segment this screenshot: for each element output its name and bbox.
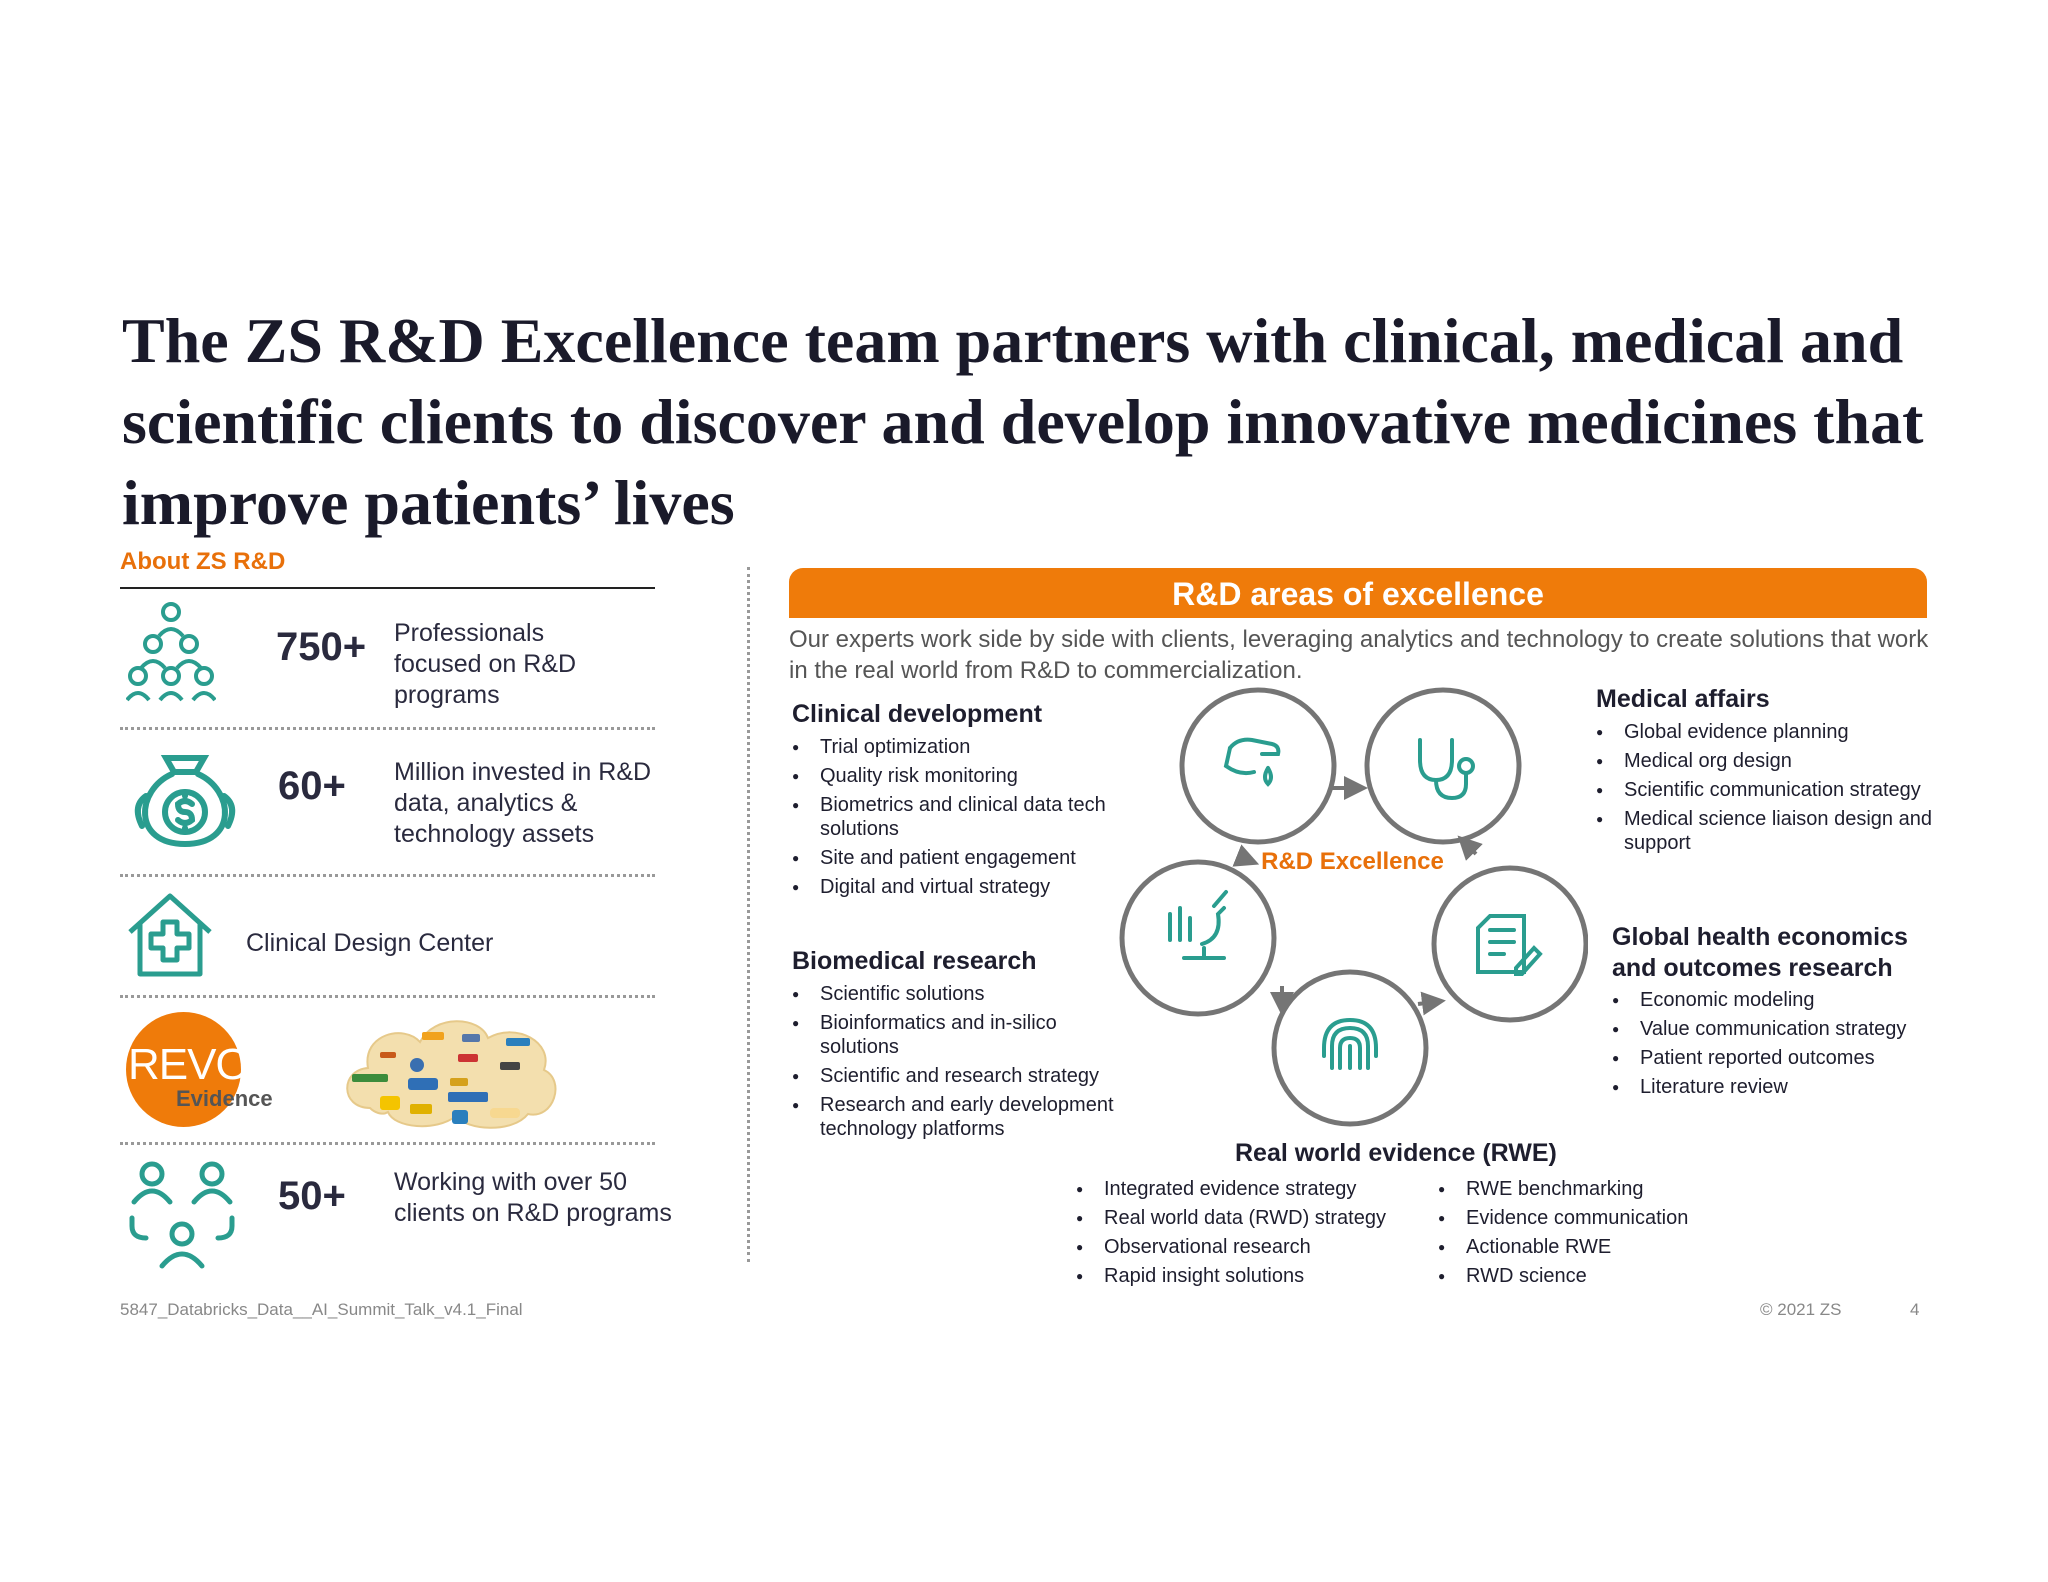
- stat-text-clients: Working with over 50 clients on R&D prog…: [394, 1168, 672, 1227]
- divider: [120, 874, 655, 877]
- page-title: The ZS R&D Excellence team partners with…: [122, 305, 1924, 538]
- list-item: Actionable RWE: [1438, 1235, 1738, 1259]
- list-item: Real world data (RWD) strategy: [1076, 1206, 1416, 1230]
- ring-rwe: [1271, 969, 1429, 1127]
- heor-list: Economic modeling Value communication st…: [1612, 988, 1932, 1104]
- stat-number-professionals: 750+: [276, 625, 367, 669]
- list-item: Scientific communication strategy: [1596, 778, 1936, 802]
- list-item: Medical org design: [1596, 749, 1936, 773]
- ring-clinical-heor: [1364, 687, 1522, 845]
- center-label: R&D Excellence: [1261, 848, 1444, 875]
- list-item: Medical science liaison design and suppo…: [1596, 807, 1936, 855]
- list-item: RWD science: [1438, 1264, 1738, 1288]
- ring-heor: [1431, 865, 1589, 1023]
- rwe-list-left: Integrated evidence strategy Real world …: [1076, 1177, 1416, 1293]
- technology-logos-cloud-icon: [340, 1012, 562, 1135]
- list-item: Biometrics and clinical data tech soluti…: [792, 793, 1132, 841]
- list-item: Digital and virtual strategy: [792, 875, 1132, 899]
- list-item: Scientific solutions: [792, 982, 1132, 1006]
- list-item: Bioinformatics and in-silico solutions: [792, 1011, 1132, 1059]
- stat-number-investment: 60+: [278, 764, 346, 808]
- stat-text-investment: Million invested in R&D data, analytics …: [394, 758, 652, 848]
- list-item: RWE benchmarking: [1438, 1177, 1738, 1201]
- about-divider: [120, 587, 655, 589]
- people-pyramid-icon: [125, 600, 217, 707]
- list-item: Research and early development technolog…: [792, 1093, 1132, 1141]
- footer-filename: 5847_Databricks_Data__AI_Summit_Talk_v4.…: [120, 1300, 523, 1319]
- money-bag-icon: [126, 750, 244, 855]
- biomedical-research-heading: Biomedical research: [792, 947, 1037, 975]
- stat-text-clinical-design: Clinical Design Center: [246, 929, 494, 957]
- list-item: Literature review: [1612, 1075, 1932, 1099]
- list-item: Observational research: [1076, 1235, 1416, 1259]
- stat-text-professionals: Professionals focused on R&D programs: [394, 619, 577, 709]
- list-item: Trial optimization: [792, 735, 1132, 759]
- list-item: Rapid insight solutions: [1076, 1264, 1416, 1288]
- footer-page-number: 4: [1910, 1300, 1920, 1319]
- stat-number-clients: 50+: [278, 1174, 346, 1218]
- excellence-cycle-diagram: [1118, 686, 1589, 1147]
- people-group-icon: [126, 1160, 238, 1277]
- list-item: Integrated evidence strategy: [1076, 1177, 1416, 1201]
- biomedical-research-list: Scientific solutions Bioinformatics and …: [792, 982, 1132, 1146]
- about-heading: About ZS R&D: [120, 548, 286, 575]
- list-item: Value communication strategy: [1612, 1017, 1932, 1041]
- revo-logo-text: REVO: [128, 1040, 250, 1089]
- list-item: Site and patient engagement: [792, 846, 1132, 870]
- excellence-banner: R&D areas of excellence: [789, 568, 1927, 618]
- divider: [120, 995, 655, 998]
- rwe-heading: Real world evidence (RWE): [1235, 1139, 1557, 1167]
- heor-heading: Global health economics and outcomes res…: [1612, 923, 1908, 982]
- footer-copyright: © 2021 ZS: [1760, 1300, 1842, 1319]
- clinical-development-list: Trial optimization Quality risk monitori…: [792, 735, 1132, 904]
- ring-medical: [1179, 687, 1337, 845]
- revo-logo: [126, 1012, 241, 1127]
- divider: [120, 1142, 655, 1145]
- medical-affairs-list: Global evidence planning Medical org des…: [1596, 720, 1936, 860]
- rwe-list-right: RWE benchmarking Evidence communication …: [1438, 1177, 1738, 1293]
- list-item: Evidence communication: [1438, 1206, 1738, 1230]
- divider: [120, 727, 655, 730]
- excellence-intro: Our experts work side by side with clien…: [789, 626, 1929, 684]
- ring-biomedical: [1119, 859, 1277, 1017]
- revo-logo-subtext: Evidence: [176, 1086, 273, 1111]
- list-item: Global evidence planning: [1596, 720, 1936, 744]
- list-item: Patient reported outcomes: [1612, 1046, 1932, 1070]
- list-item: Quality risk monitoring: [792, 764, 1132, 788]
- medical-affairs-heading: Medical affairs: [1596, 685, 1770, 713]
- list-item: Scientific and research strategy: [792, 1064, 1132, 1088]
- section-divider: [747, 567, 750, 1262]
- clinical-development-heading: Clinical development: [792, 700, 1043, 728]
- house-medical-icon: [126, 892, 214, 983]
- list-item: Economic modeling: [1612, 988, 1932, 1012]
